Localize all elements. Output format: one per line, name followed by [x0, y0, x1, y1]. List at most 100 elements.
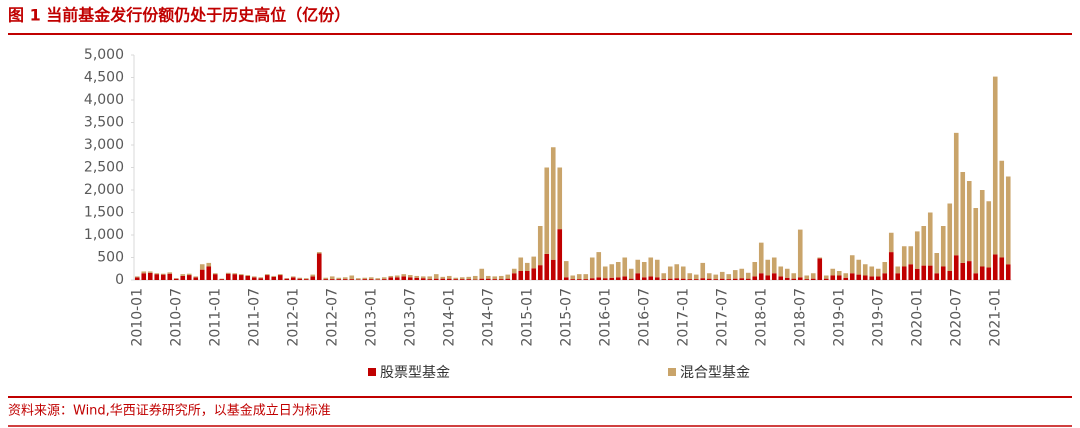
legend-swatch [668, 368, 676, 376]
bar-segment [810, 273, 816, 279]
y-tick-label: 1,500 [84, 205, 124, 221]
bar-segment [823, 278, 829, 280]
bar-segment [173, 278, 179, 280]
bar-segment [336, 277, 342, 280]
bar-segment [498, 279, 504, 280]
bar-segment [511, 268, 517, 274]
bar-segment [576, 274, 582, 280]
bar-segment [745, 272, 751, 279]
x-tick-label: 2013-07 [402, 288, 418, 347]
x-tick-label: 2014-07 [480, 288, 496, 347]
bar-segment [843, 273, 849, 278]
bar-segment [563, 277, 569, 280]
bar-segment [765, 259, 771, 276]
bar-segment [973, 208, 979, 274]
bar-segment [329, 279, 335, 280]
bar-segment [726, 279, 732, 280]
bar-segment [414, 275, 420, 278]
bar-segment [368, 279, 374, 280]
bar-segment [609, 277, 615, 280]
bar-segment [381, 277, 387, 280]
bar-segment [622, 257, 628, 277]
bar-segment [388, 277, 394, 280]
legend-swatch [368, 368, 376, 376]
bar-segment [966, 261, 972, 280]
y-tick-label: 4,500 [84, 70, 124, 86]
bar-segment [979, 266, 985, 280]
bar-segment [492, 276, 498, 280]
bar-segment [277, 274, 283, 276]
bar-segment [862, 275, 868, 280]
bar-segment [401, 274, 407, 277]
y-tick-label: 500 [97, 250, 124, 266]
bar-segment [440, 276, 446, 279]
bar-segment [882, 262, 888, 274]
bar-segment [368, 277, 374, 280]
bar-segment [934, 273, 940, 280]
bar-segment [303, 278, 309, 280]
bar-segment [888, 252, 894, 280]
bar-segment [934, 253, 940, 274]
bar-segment [141, 271, 147, 274]
bar-segment [531, 256, 537, 269]
source-note: 资料来源：Wind,华西证券研究所，以基金成立日为标准 [8, 403, 331, 419]
bar-segment [186, 273, 192, 276]
bar-segment [316, 253, 322, 280]
bar-segment [232, 274, 238, 280]
bar-segment [908, 246, 914, 265]
bar-segment [752, 276, 758, 280]
bar-segment [895, 273, 901, 280]
bar-segment [264, 275, 270, 280]
bar-segment [836, 271, 842, 276]
bar-segment [518, 257, 524, 271]
bar-segment [349, 279, 355, 280]
bar-segment [609, 264, 615, 278]
x-tick-label: 2012-01 [285, 288, 301, 347]
x-tick-label: 2015-01 [519, 288, 535, 347]
bar-segment [342, 277, 348, 280]
bar-segment [362, 279, 368, 280]
bar-segment [641, 262, 647, 278]
bar-segment [973, 273, 979, 280]
bar-segment [589, 278, 595, 280]
bar-segment [375, 278, 381, 280]
bar-segment [505, 278, 511, 280]
x-tick-label: 2017-07 [714, 288, 730, 347]
bar-segment [355, 278, 361, 280]
bar-segment [544, 167, 550, 254]
bar-segment [992, 76, 998, 255]
bar-segment [206, 266, 212, 280]
bar-segment [960, 172, 966, 263]
bar-segment [888, 232, 894, 253]
bar-segment [947, 271, 953, 280]
bar-segment [849, 273, 855, 280]
bar-segment [323, 279, 329, 280]
bar-segment [505, 274, 511, 279]
bar-segment [407, 275, 413, 278]
bar-segment [765, 275, 771, 280]
bar-segment [596, 277, 602, 280]
bar-segment [992, 254, 998, 280]
bar-segment [472, 275, 478, 280]
bar-segment [466, 276, 472, 280]
bar-segment [557, 167, 563, 230]
bar-segment [329, 276, 335, 280]
bar-segment [966, 181, 972, 262]
bar-segment [238, 275, 244, 280]
bar-segment [661, 279, 667, 280]
bar-segment [940, 266, 946, 280]
bar-segment [953, 255, 959, 280]
bar-segment [225, 272, 231, 274]
bar-segment [784, 277, 790, 280]
bar-segment [206, 262, 212, 267]
bar-segment [186, 275, 192, 280]
bar-segment [531, 268, 537, 280]
bar-segment [492, 279, 498, 280]
bar-segment [817, 257, 823, 259]
bar-segment [713, 279, 719, 280]
bar-segment [719, 271, 725, 279]
bar-segment [342, 279, 348, 280]
bar-segment [232, 273, 238, 275]
bar-segment [700, 262, 706, 279]
bar-segment [719, 278, 725, 280]
